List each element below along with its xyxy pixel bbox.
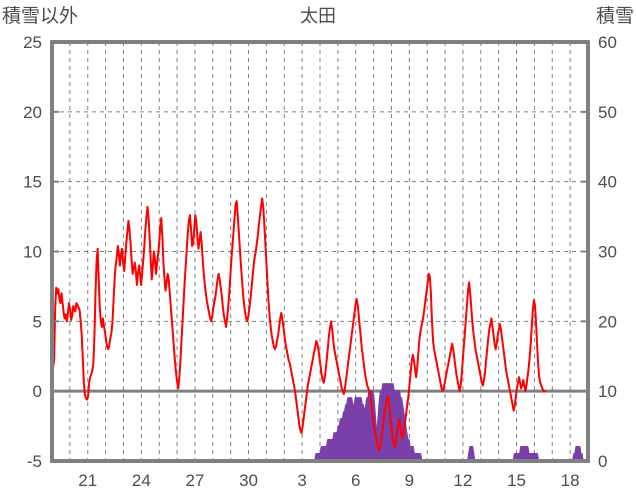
svg-text:5: 5 bbox=[33, 312, 42, 331]
svg-text:20: 20 bbox=[23, 103, 42, 122]
svg-text:50: 50 bbox=[598, 103, 617, 122]
y-axis-left-ticks: 25 20 15 10 5 0 -5 bbox=[23, 33, 59, 471]
svg-text:18: 18 bbox=[561, 471, 580, 490]
svg-text:25: 25 bbox=[23, 33, 42, 52]
svg-text:15: 15 bbox=[507, 471, 526, 490]
svg-text:24: 24 bbox=[132, 471, 151, 490]
svg-text:9: 9 bbox=[405, 471, 414, 490]
svg-text:-5: -5 bbox=[27, 452, 42, 471]
svg-text:3: 3 bbox=[297, 471, 306, 490]
series-non-snow bbox=[51, 197, 547, 451]
svg-text:20: 20 bbox=[598, 312, 617, 331]
svg-text:30: 30 bbox=[598, 243, 617, 262]
svg-text:6: 6 bbox=[351, 471, 360, 490]
svg-text:10: 10 bbox=[23, 243, 42, 262]
svg-text:15: 15 bbox=[23, 173, 42, 192]
svg-text:30: 30 bbox=[239, 471, 258, 490]
svg-text:10: 10 bbox=[598, 382, 617, 401]
svg-text:0: 0 bbox=[598, 452, 607, 471]
left-axis-title: 積雪以外 bbox=[2, 6, 79, 27]
svg-text:21: 21 bbox=[78, 471, 97, 490]
svg-text:27: 27 bbox=[185, 471, 204, 490]
page-title: 太田 bbox=[300, 6, 336, 26]
svg-text:60: 60 bbox=[598, 33, 617, 52]
right-axis-title: 積雪 bbox=[595, 6, 634, 27]
svg-text:0: 0 bbox=[33, 382, 42, 401]
grid-layer bbox=[52, 42, 588, 461]
x-axis-ticks: 21 24 27 30 3 6 9 12 15 18 bbox=[78, 471, 579, 490]
svg-text:40: 40 bbox=[598, 173, 617, 192]
y-axis-right-ticks: 60 50 40 30 20 10 0 bbox=[581, 33, 617, 471]
svg-text:12: 12 bbox=[453, 471, 472, 490]
